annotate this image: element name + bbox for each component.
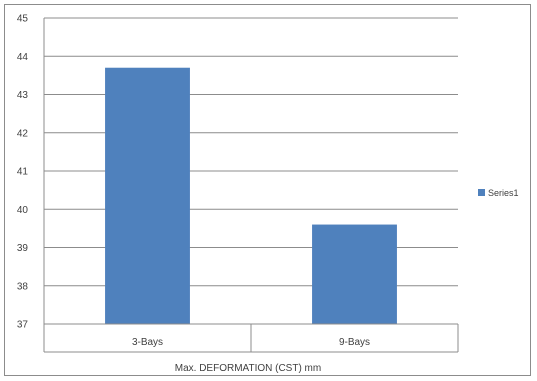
x-category-label: 9-Bays	[339, 337, 370, 348]
legend-swatch	[478, 189, 485, 196]
x-axis-title: Max. DEFORMATION (CST) mm	[175, 363, 321, 374]
y-tick-label: 41	[17, 167, 29, 178]
legend-label-series1: Series1	[488, 188, 519, 198]
chart-frame	[4, 4, 531, 376]
y-tick-label: 44	[17, 52, 29, 63]
bars	[105, 67, 397, 324]
axes	[43, 18, 459, 353]
x-category-label: 3-Bays	[132, 337, 163, 348]
y-tick-label: 45	[17, 14, 29, 25]
legend: Series1	[478, 188, 519, 198]
bar-3-bays	[105, 67, 190, 324]
x-axis-category-labels: 3-Bays 9-Bays	[132, 337, 370, 348]
y-axis-tick-labels: 37 38 39 40 41 42 43 44 45	[17, 14, 29, 331]
y-tick-label: 38	[17, 281, 29, 292]
y-tick-label: 43	[17, 90, 29, 101]
y-tick-label: 40	[17, 205, 29, 216]
bar-9-bays	[312, 224, 397, 324]
y-tick-label: 39	[17, 243, 29, 254]
y-tick-label: 37	[17, 320, 29, 331]
y-tick-label: 42	[17, 128, 29, 139]
